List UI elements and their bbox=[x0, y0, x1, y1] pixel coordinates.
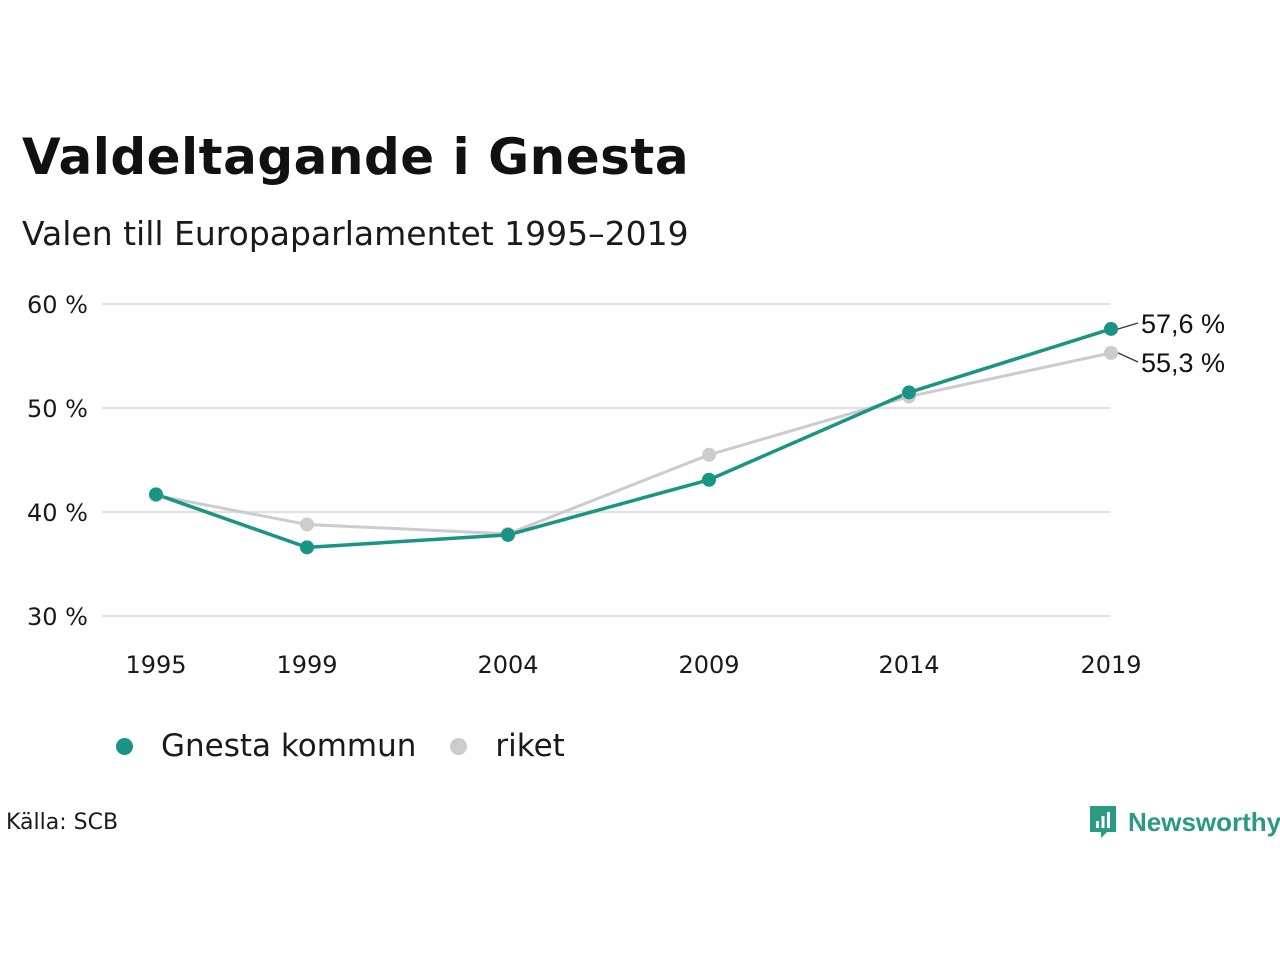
series-line-gnesta-kommun bbox=[155, 327, 1112, 550]
data-point-riket bbox=[1104, 345, 1118, 360]
brand-logo: Newsworthy bbox=[1088, 804, 1280, 840]
legend-dot-gnesta bbox=[116, 737, 133, 755]
legend-dot-riket bbox=[450, 737, 468, 755]
y-tick-label: 40 % bbox=[27, 499, 88, 527]
end-label-connector bbox=[1117, 352, 1139, 363]
x-tick-label: 2004 bbox=[477, 651, 538, 679]
legend-item-riket: riket bbox=[450, 728, 565, 764]
source-note: Källa: SCB bbox=[6, 810, 119, 835]
x-tick-label: 2014 bbox=[878, 651, 939, 679]
data-point-gnesta-kommun bbox=[1104, 321, 1118, 336]
data-point-riket bbox=[702, 447, 716, 462]
x-tick-label: 2009 bbox=[678, 651, 739, 679]
data-point-gnesta-kommun bbox=[149, 487, 163, 502]
x-tick-label: 2019 bbox=[1080, 651, 1141, 679]
data-point-gnesta-kommun bbox=[501, 527, 515, 542]
data-point-gnesta-kommun bbox=[300, 540, 314, 555]
y-tick-label: 30 % bbox=[27, 603, 88, 631]
brand-name: Newsworthy bbox=[1128, 806, 1280, 837]
end-label: 55,3 % bbox=[1141, 348, 1225, 378]
data-point-gnesta-kommun bbox=[902, 385, 916, 400]
legend-label-riket: riket bbox=[495, 728, 565, 764]
series-line-riket bbox=[155, 351, 1112, 536]
chart-title: Valdeltagande i Gnesta bbox=[22, 128, 690, 186]
data-point-riket bbox=[300, 517, 314, 532]
data-point-gnesta-kommun bbox=[702, 472, 716, 487]
line-chart: 30 % 40 % 50 % 60 % 1995 1999 2004 2009 2014 201… bbox=[27, 291, 1225, 679]
end-label: 57,6 % bbox=[1141, 309, 1225, 339]
y-tick-label: 50 % bbox=[27, 395, 88, 423]
newsworthy-icon bbox=[1090, 806, 1116, 838]
y-tick-label: 60 % bbox=[27, 291, 88, 319]
chart-subtitle: Valen till Europaparlamentet 1995–2019 bbox=[22, 214, 689, 253]
legend: Gnesta kommun riket bbox=[116, 728, 599, 764]
x-tick-label: 1999 bbox=[276, 651, 337, 679]
legend-label-gnesta: Gnesta kommun bbox=[161, 728, 417, 764]
x-tick-label: 1995 bbox=[125, 651, 186, 679]
legend-item-gnesta: Gnesta kommun bbox=[116, 728, 416, 764]
end-label-connector bbox=[1117, 322, 1139, 330]
